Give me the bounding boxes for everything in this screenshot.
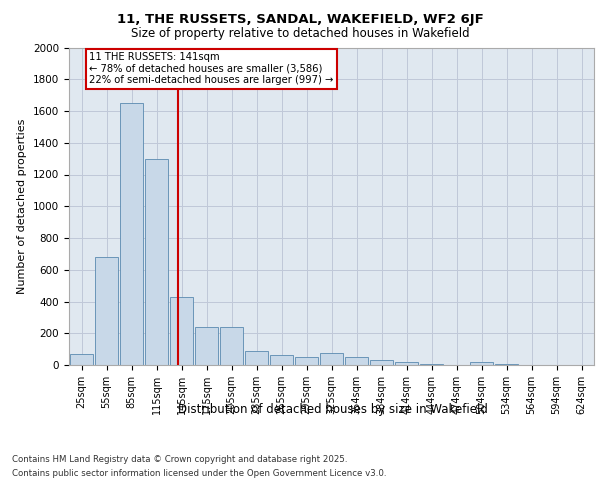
Bar — [495, 364, 518, 365]
Text: Contains public sector information licensed under the Open Government Licence v3: Contains public sector information licen… — [12, 469, 386, 478]
Bar — [170, 296, 193, 365]
Bar — [420, 364, 443, 365]
Bar — [295, 357, 318, 365]
Bar — [270, 356, 293, 365]
Bar — [120, 103, 143, 365]
Bar — [395, 362, 418, 365]
Bar — [245, 350, 268, 365]
Bar — [145, 158, 168, 365]
Bar — [220, 327, 243, 365]
Text: Distribution of detached houses by size in Wakefield: Distribution of detached houses by size … — [178, 402, 488, 415]
Bar — [320, 353, 343, 365]
Y-axis label: Number of detached properties: Number of detached properties — [17, 118, 28, 294]
Text: Size of property relative to detached houses in Wakefield: Size of property relative to detached ho… — [131, 28, 469, 40]
Bar — [95, 257, 118, 365]
Bar — [370, 360, 393, 365]
Text: 11, THE RUSSETS, SANDAL, WAKEFIELD, WF2 6JF: 11, THE RUSSETS, SANDAL, WAKEFIELD, WF2 … — [116, 12, 484, 26]
Bar — [195, 327, 218, 365]
Bar — [470, 362, 493, 365]
Text: Contains HM Land Registry data © Crown copyright and database right 2025.: Contains HM Land Registry data © Crown c… — [12, 456, 347, 464]
Bar — [345, 357, 368, 365]
Text: 11 THE RUSSETS: 141sqm
← 78% of detached houses are smaller (3,586)
22% of semi-: 11 THE RUSSETS: 141sqm ← 78% of detached… — [89, 52, 334, 86]
Bar — [70, 354, 93, 365]
